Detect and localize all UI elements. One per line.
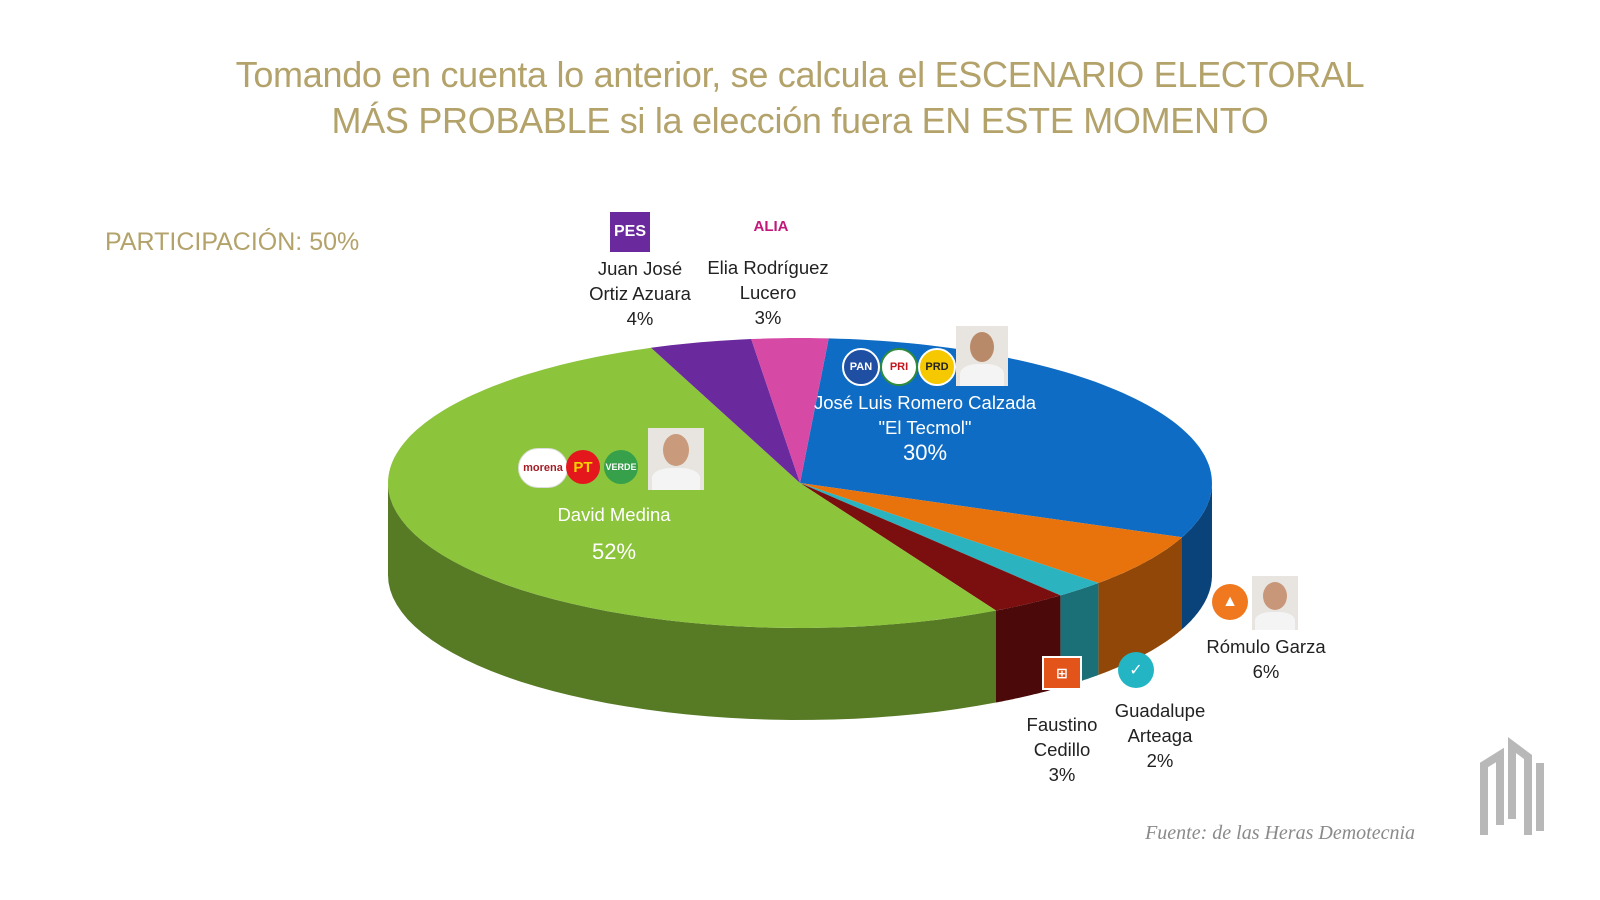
medina-percent: 52% <box>591 539 637 564</box>
pie-slice-3 <box>800 483 1061 611</box>
faustino-name-line1: Faustino <box>1026 714 1098 735</box>
pie-slice-1 <box>800 483 1182 583</box>
tecmol-name: José Luis Romero Calzada <box>813 392 1037 413</box>
pt-logo-icon: PT <box>566 450 600 484</box>
pri-logo-icon: PRI <box>880 348 918 386</box>
pri-logo-text: PRI <box>889 361 909 373</box>
movimiento-ciudadano-logo-icon: ▲ <box>1212 584 1248 620</box>
pt-logo-text: PT <box>573 458 593 476</box>
ortiz-name-line1: Juan José <box>597 258 683 279</box>
pan-logo-text: PAN <box>849 361 873 373</box>
participation-label: PARTICIPACIÓN: 50% <box>105 228 360 256</box>
chart-title: Tomando en cuenta lo anterior, se calcul… <box>0 52 1600 144</box>
tecmol-percent: 30% <box>902 440 948 465</box>
elia-name-line2: Lucero <box>739 282 797 303</box>
tecmol-nickname: "El Tecmol" <box>878 417 972 438</box>
faustino-label: Faustino Cedillo 3% <box>1027 712 1098 787</box>
pes-logo-icon: PES <box>610 212 650 252</box>
medina-name: David Medina <box>557 504 671 525</box>
verde-logo-icon: VERDE <box>604 450 638 484</box>
ortiz-percent: 4% <box>626 308 654 329</box>
nueva-alianza-logo-icon: ✓ <box>1118 652 1154 688</box>
guadalupe-percent: 2% <box>1146 750 1174 771</box>
tecmol-label: José Luis Romero Calzada "El Tecmol" 30% <box>814 390 1036 465</box>
elia-label: Elia Rodríguez Lucero 3% <box>707 255 828 330</box>
pie-side-1-0 <box>1098 537 1182 675</box>
title-line-2: MÁS PROBABLE si la elección fuera EN EST… <box>331 100 1269 141</box>
guadalupe-name-line1: Guadalupe <box>1114 700 1206 721</box>
pie-slices <box>388 338 1212 628</box>
title-line-1: Tomando en cuenta lo anterior, se calcul… <box>235 54 1365 95</box>
prd-logo-text: PRD <box>925 361 949 373</box>
pan-logo-icon: PAN <box>842 348 880 386</box>
source-note: Fuente: de las Heras Demotecnia <box>1145 822 1415 844</box>
pie-side-0-0 <box>1182 483 1212 630</box>
pie-slice-5 <box>651 339 800 483</box>
pie-slice-2 <box>800 483 1099 596</box>
pie-slice-6 <box>751 338 829 483</box>
ortiz-name-line2: Ortiz Azuara <box>589 283 691 304</box>
pie-slice-0 <box>800 338 1212 538</box>
faustino-party-logo-icon: ⊞ <box>1042 656 1082 690</box>
romulo-percent: 6% <box>1252 661 1280 682</box>
alia-logo-icon: ALIA <box>746 215 796 237</box>
medina-photo <box>648 428 704 490</box>
romulo-label: Rómulo Garza 6% <box>1206 634 1325 684</box>
demotecnia-logo-icon <box>1480 737 1544 835</box>
romulo-photo <box>1252 576 1298 630</box>
alia-logo-text: ALIA <box>753 217 789 235</box>
morena-logo-text: morena <box>523 462 563 474</box>
elia-percent: 3% <box>754 307 782 328</box>
prd-logo-icon: PRD <box>918 348 956 386</box>
romulo-name: Rómulo Garza <box>1206 636 1326 657</box>
pie-side-4-0 <box>388 483 996 720</box>
morena-logo-icon: morena <box>518 448 568 488</box>
guadalupe-label: Guadalupe Arteaga 2% <box>1115 698 1206 773</box>
elia-name-line1: Elia Rodríguez <box>707 257 829 278</box>
verde-logo-text: VERDE <box>605 462 637 472</box>
ortiz-label: Juan José Ortiz Azuara 4% <box>589 256 691 331</box>
pes-logo-text: PES <box>613 223 646 240</box>
guadalupe-name-line2: Arteaga <box>1127 725 1193 746</box>
medina-label: David Medina 52% <box>557 502 670 564</box>
faustino-name-line2: Cedillo <box>1033 739 1091 760</box>
tecmol-photo <box>956 326 1008 386</box>
faustino-percent: 3% <box>1048 764 1076 785</box>
